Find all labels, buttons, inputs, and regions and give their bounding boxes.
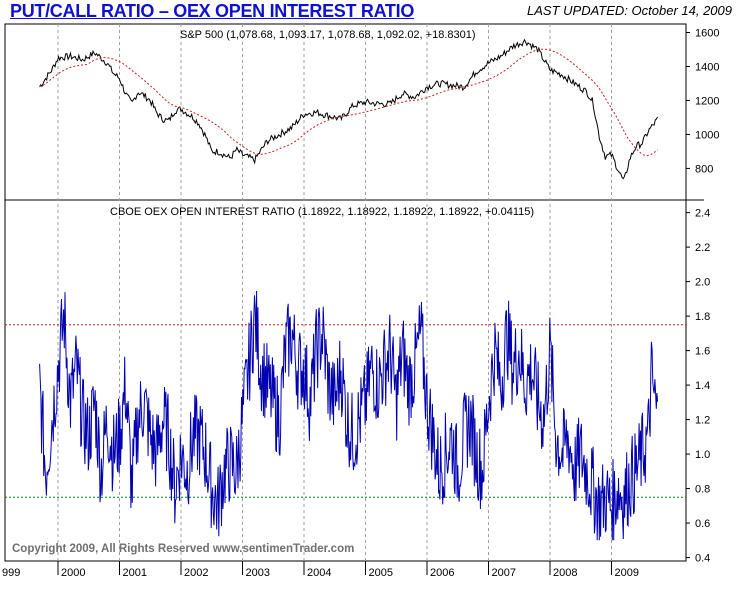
ratio-tick-label: 1.6 bbox=[695, 346, 710, 358]
sp500-tick-label: 800 bbox=[695, 163, 713, 175]
sp500-tick-label: 1200 bbox=[695, 95, 719, 107]
page-title: PUT/CALL RATIO – OEX OPEN INTEREST RATIO bbox=[10, 1, 415, 21]
year-label: 2007 bbox=[492, 567, 516, 579]
ratio-tick-label: 1.8 bbox=[695, 311, 710, 323]
ratio-tick-label: 0.4 bbox=[695, 553, 710, 565]
sp500-tick-label: 1400 bbox=[695, 61, 719, 73]
last-updated: LAST UPDATED: October 14, 2009 bbox=[527, 3, 732, 18]
year-label: 2004 bbox=[307, 567, 331, 579]
sp500-title: S&P 500 (1,078.68, 1,093.17, 1,078.68, 1… bbox=[180, 29, 476, 41]
ratio-tick-label: 2.0 bbox=[695, 277, 710, 289]
year-label: 2005 bbox=[369, 567, 393, 579]
ratio-tick-label: 0.6 bbox=[695, 518, 710, 530]
sp500-tick-label: 1000 bbox=[695, 129, 719, 141]
ratio-tick-label: 1.4 bbox=[695, 380, 710, 392]
year-label: 2003 bbox=[246, 567, 270, 579]
year-label: 2008 bbox=[553, 567, 577, 579]
sp500-moving-average bbox=[39, 48, 658, 157]
year-label: 999 bbox=[2, 567, 20, 579]
year-label: 2006 bbox=[430, 567, 454, 579]
copyright-notice: Copyright 2009, All Rights Reserved www.… bbox=[12, 543, 355, 555]
plot-frame bbox=[4, 23, 687, 562]
oex-ratio-line bbox=[39, 290, 659, 541]
sp500-tick-label: 1600 bbox=[695, 27, 719, 39]
sp500-price-line bbox=[39, 38, 659, 180]
ratio-tick-label: 1.2 bbox=[695, 415, 710, 427]
year-label: 2000 bbox=[61, 567, 85, 579]
ratio-tick-label: 2.4 bbox=[695, 208, 710, 220]
ratio-tick-label: 1.0 bbox=[695, 449, 710, 461]
year-label: 2001 bbox=[123, 567, 147, 579]
year-label: 2009 bbox=[615, 567, 639, 579]
ratio-title: CBOE OEX OPEN INTEREST RATIO (1.18922, 1… bbox=[110, 206, 534, 218]
year-label: 2002 bbox=[184, 567, 208, 579]
ratio-tick-label: 2.2 bbox=[695, 242, 710, 254]
ratio-tick-label: 0.8 bbox=[695, 484, 710, 496]
